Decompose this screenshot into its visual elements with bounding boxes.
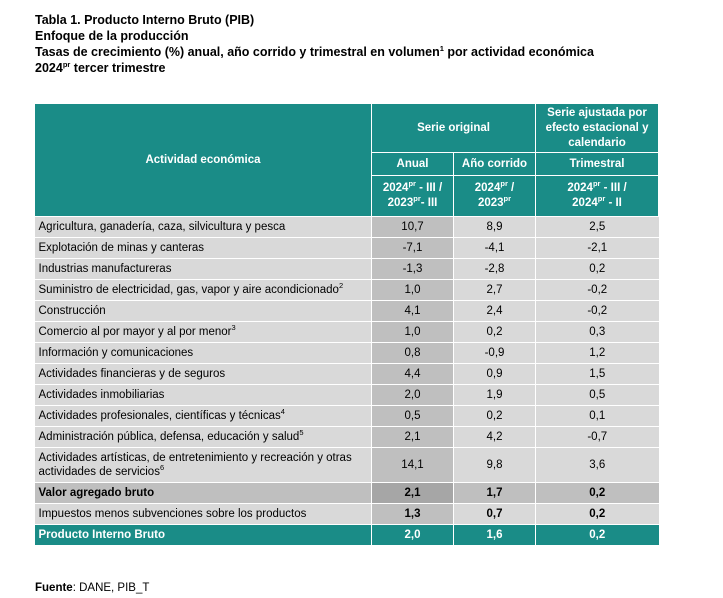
- row-corrido: 1,6: [452, 524, 537, 546]
- row-corrido: 2,4: [452, 300, 537, 322]
- table-row: Agricultura, ganadería, caza, silvicultu…: [34, 216, 659, 238]
- table-subtitle: Enfoque de la producción: [35, 29, 189, 43]
- row-corrido: 9,8: [452, 447, 537, 483]
- table-description: Tasas de crecimiento (%) anual, año corr…: [35, 43, 594, 59]
- header-period-trimestral: 2024pr - III /2024pr - II: [535, 175, 660, 217]
- row-trimestral: 0,3: [535, 321, 659, 343]
- table-row: Actividades inmobiliarias 2,0 1,9 0,5: [34, 384, 659, 406]
- header-trimestral: Trimestral: [535, 152, 660, 176]
- row-corrido: 1,9: [452, 384, 537, 406]
- row-name: Actividades artísticas, de entretenimien…: [34, 447, 372, 483]
- row-anual: 4,1: [371, 300, 454, 322]
- row-anual: -7,1: [371, 237, 454, 259]
- header-ano-corrido: Año corrido: [452, 152, 537, 176]
- header-anual: Anual: [371, 152, 454, 176]
- row-name: Actividades profesionales, científicas y…: [34, 405, 372, 427]
- row-anual: 1,0: [371, 279, 454, 301]
- table-row-pib: Producto Interno Bruto 2,0 1,6 0,2: [34, 524, 659, 546]
- table-body: Agricultura, ganadería, caza, silvicultu…: [34, 216, 659, 483]
- row-anual: 0,5: [371, 405, 454, 427]
- row-corrido: 1,7: [452, 482, 537, 504]
- row-trimestral: 3,6: [535, 447, 659, 483]
- table-row: Actividades artísticas, de entretenimien…: [34, 447, 659, 483]
- row-corrido: 0,2: [452, 405, 537, 427]
- row-name: Valor agregado bruto: [34, 482, 372, 504]
- header-serie-original: Serie original: [370, 103, 537, 153]
- row-name: Explotación de minas y canteras: [34, 237, 372, 259]
- table-titles: Tabla 1. Producto Interno Bruto (PIB) En…: [35, 12, 715, 76]
- row-corrido: 0,9: [452, 363, 537, 385]
- table-row: Actividades profesionales, científicas y…: [34, 405, 659, 427]
- row-corrido: 2,7: [452, 279, 537, 301]
- row-name: Actividades inmobiliarias: [34, 384, 372, 406]
- row-name: Industrias manufactureras: [34, 258, 372, 280]
- row-name: Producto Interno Bruto: [34, 524, 372, 546]
- row-anual: 2,0: [371, 384, 454, 406]
- row-trimestral: 2,5: [535, 216, 659, 238]
- table-row: Industrias manufactureras -1,3 -2,8 0,2: [34, 258, 659, 280]
- header-actividad: Actividad económica: [34, 103, 372, 217]
- row-anual: 2,1: [371, 482, 454, 504]
- table-row: Administración pública, defensa, educaci…: [34, 426, 659, 448]
- row-trimestral: 0,2: [535, 482, 659, 504]
- row-trimestral: 0,2: [535, 503, 659, 525]
- table-row: Comercio al por mayor y al por menor3 1,0…: [34, 321, 659, 343]
- header-period-anual: 2024pr - III /2023pr- III: [371, 175, 454, 217]
- row-anual: 14,1: [371, 447, 454, 483]
- row-corrido: 4,2: [452, 426, 537, 448]
- row-trimestral: 0,5: [535, 384, 659, 406]
- source-note: Fuente: DANE, PIB_T: [35, 582, 150, 594]
- row-name: Agricultura, ganadería, caza, silvicultu…: [34, 216, 372, 238]
- table-row-valor-agregado: Valor agregado bruto 2,1 1,7 0,2: [34, 482, 659, 504]
- row-name: Información y comunicaciones: [34, 342, 372, 364]
- row-anual: 10,7: [371, 216, 454, 238]
- table-row-impuestos: Impuestos menos subvenciones sobre los p…: [34, 503, 659, 525]
- row-corrido: 8,9: [452, 216, 537, 238]
- table-row: Actividades financieras y de seguros 4,4 0…: [34, 363, 659, 385]
- row-name: Comercio al por mayor y al por menor3: [34, 321, 372, 343]
- row-anual: 1,3: [371, 503, 454, 525]
- row-name: Construcción: [34, 300, 372, 322]
- row-anual: 4,4: [371, 363, 454, 385]
- table-period: 2024pr tercer trimestre: [35, 59, 166, 75]
- row-anual: -1,3: [371, 258, 454, 280]
- row-corrido: 0,2: [452, 321, 537, 343]
- header-serie-ajustada: Serie ajustada por efecto estacional y c…: [535, 103, 660, 153]
- row-corrido: -2,8: [452, 258, 537, 280]
- row-name: Suministro de electricidad, gas, vapor y…: [34, 279, 372, 301]
- row-name: Administración pública, defensa, educaci…: [34, 426, 372, 448]
- row-anual: 0,8: [371, 342, 454, 364]
- row-anual: 1,0: [371, 321, 454, 343]
- header-period-corrido: 2024pr /2023pr: [452, 175, 537, 217]
- row-trimestral: 1,2: [535, 342, 659, 364]
- row-trimestral: 1,5: [535, 363, 659, 385]
- table-row: Suministro de electricidad, gas, vapor y…: [34, 279, 659, 301]
- row-name: Actividades financieras y de seguros: [34, 363, 372, 385]
- gdp-table: Actividad económica Serie original Serie…: [34, 103, 660, 546]
- row-trimestral: -0,2: [535, 300, 659, 322]
- row-corrido: 0,7: [452, 503, 537, 525]
- table-title: Tabla 1. Producto Interno Bruto (PIB): [35, 13, 255, 27]
- row-trimestral: 0,1: [535, 405, 659, 427]
- row-trimestral: -2,1: [535, 237, 659, 259]
- row-trimestral: 0,2: [535, 258, 659, 280]
- row-trimestral: -0,2: [535, 279, 659, 301]
- row-name: Impuestos menos subvenciones sobre los p…: [34, 503, 372, 525]
- row-corrido: -0,9: [452, 342, 537, 364]
- table-row: Explotación de minas y canteras -7,1 -4,1-…: [34, 237, 659, 259]
- row-anual: 2,0: [371, 524, 454, 546]
- row-trimestral: 0,2: [535, 524, 659, 546]
- table-row: Información y comunicaciones 0,8 -0,9 1,2: [34, 342, 659, 364]
- table-row: Construcción 4,1 2,4 -0,2: [34, 300, 659, 322]
- row-anual: 2,1: [371, 426, 454, 448]
- row-corrido: -4,1: [452, 237, 537, 259]
- row-trimestral: -0,7: [535, 426, 659, 448]
